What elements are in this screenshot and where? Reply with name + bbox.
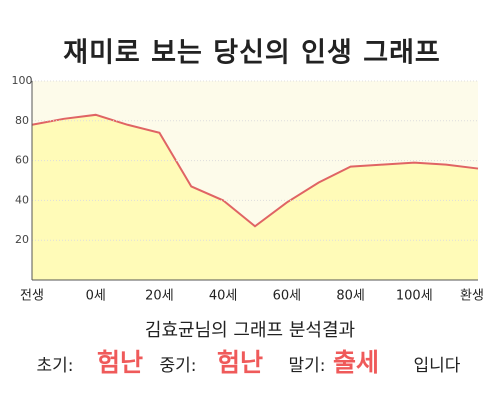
x-tick-label: 40세 (209, 289, 238, 304)
footer-title: 김효균님의 그래프 분석결과 (145, 320, 355, 341)
phase-label: 말기: (288, 356, 325, 376)
phase-value: 험난 (97, 348, 143, 377)
line (31, 113, 479, 228)
chart-title: 재미로 보는 당신의 인생 그래프 (63, 38, 441, 69)
area (32, 114, 478, 280)
phase-label: 중기: (159, 356, 196, 376)
y-tick-label: 40 (15, 193, 29, 206)
x-tick-label: 20세 (145, 289, 174, 304)
x-tick-label: 80세 (336, 289, 365, 304)
phase-label: 초기: (36, 356, 73, 376)
footer-suffix: 입니다 (414, 356, 461, 376)
y-tick-label: 20 (15, 233, 29, 246)
x-tick-label: 60세 (273, 289, 302, 304)
phase-value: 출세 (333, 348, 379, 377)
x-tick-label: 0세 (86, 289, 106, 304)
x-tick-label: 환생 (460, 289, 484, 304)
y-tick-label: 60 (15, 154, 29, 167)
y-tick-label: 80 (15, 114, 29, 127)
y-tick-label: 100 (12, 74, 33, 87)
phase-value: 험난 (217, 348, 263, 377)
x-tick-label: 100세 (396, 289, 433, 304)
x-tick-label: 전생 (20, 289, 44, 304)
